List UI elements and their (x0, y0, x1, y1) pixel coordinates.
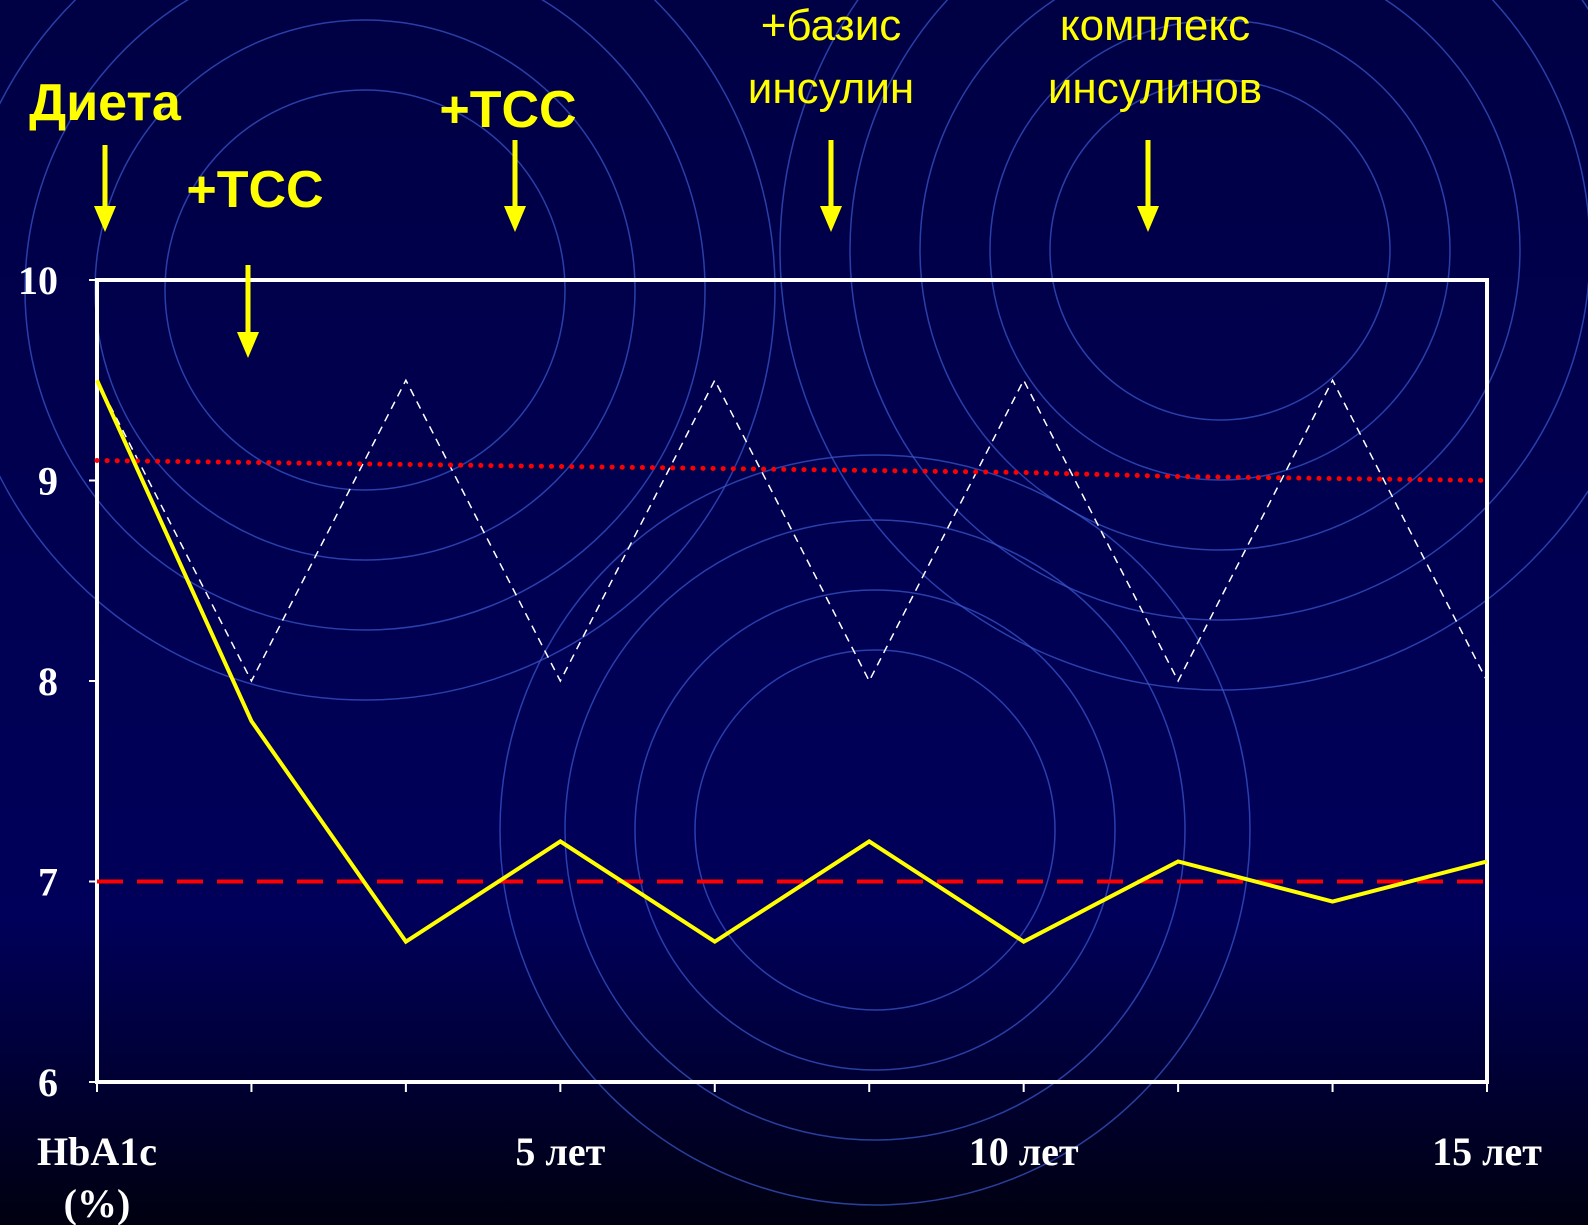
arrow-head (504, 206, 526, 232)
annotation: +ТСС (439, 81, 576, 139)
y-tick-label: 9 (38, 459, 58, 504)
annotation: Диета (29, 74, 182, 132)
y-tick-label: 7 (38, 860, 58, 905)
x-tick-label: 15 лет (1432, 1129, 1542, 1174)
y-axis-label: HbA1c (37, 1129, 157, 1174)
annotation: +базис (761, 1, 902, 50)
arrow-head (94, 206, 116, 232)
arrow-head (1137, 206, 1159, 232)
y-tick-label: 10 (18, 258, 58, 303)
y-tick-label: 8 (38, 659, 58, 704)
series-line (96, 378, 1488, 683)
x-tick-label: 5 лет (515, 1129, 605, 1174)
y-axis-label: (%) (64, 1181, 131, 1225)
annotation: +ТСС (186, 161, 323, 219)
series-line (94, 457, 1490, 483)
x-tick-label: 10 лет (969, 1129, 1079, 1174)
annotation: инсулинов (1048, 64, 1262, 113)
arrow-head (820, 206, 842, 232)
y-tick-label: 6 (38, 1060, 58, 1105)
annotation: инсулин (748, 64, 914, 113)
annotation: комплекс (1060, 1, 1250, 50)
series-line (95, 379, 1488, 945)
arrow-head (237, 332, 259, 358)
